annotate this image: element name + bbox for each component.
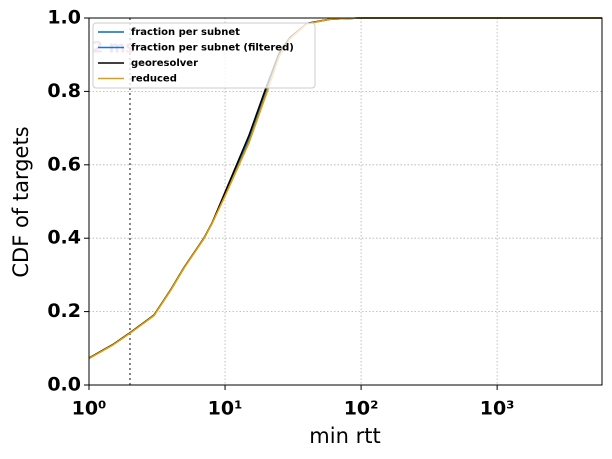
- legend-box: [92, 22, 316, 89]
- y-tick-label: 0.2: [47, 300, 81, 322]
- y-tick-label: 0.4: [47, 227, 81, 249]
- plot-frame: [88, 17, 603, 386]
- y-tick-label: 0.8: [47, 80, 81, 102]
- y-axis-label: CDF of targets: [9, 126, 33, 277]
- x-axis-label: min rtt: [309, 424, 380, 448]
- x-tick-label: 10¹: [208, 398, 243, 420]
- legend-label: georesolver: [131, 58, 198, 69]
- legend: fraction per subnet fraction per subnet (…: [92, 22, 316, 89]
- x-tick-label: 10³: [480, 398, 515, 420]
- legend-label: fraction per subnet (filtered): [131, 43, 294, 54]
- data-line: [88, 17, 602, 360]
- y-tick-label: 0.6: [47, 153, 81, 175]
- legend-label: reduced: [131, 74, 177, 85]
- legend-label: fraction per subnet: [131, 27, 240, 38]
- y-tick-label: 0.0: [47, 374, 81, 396]
- x-tick-label: 10²: [344, 398, 379, 420]
- x-tick-label: 10⁰: [72, 398, 107, 420]
- y-tick-label: 1.0: [47, 7, 81, 29]
